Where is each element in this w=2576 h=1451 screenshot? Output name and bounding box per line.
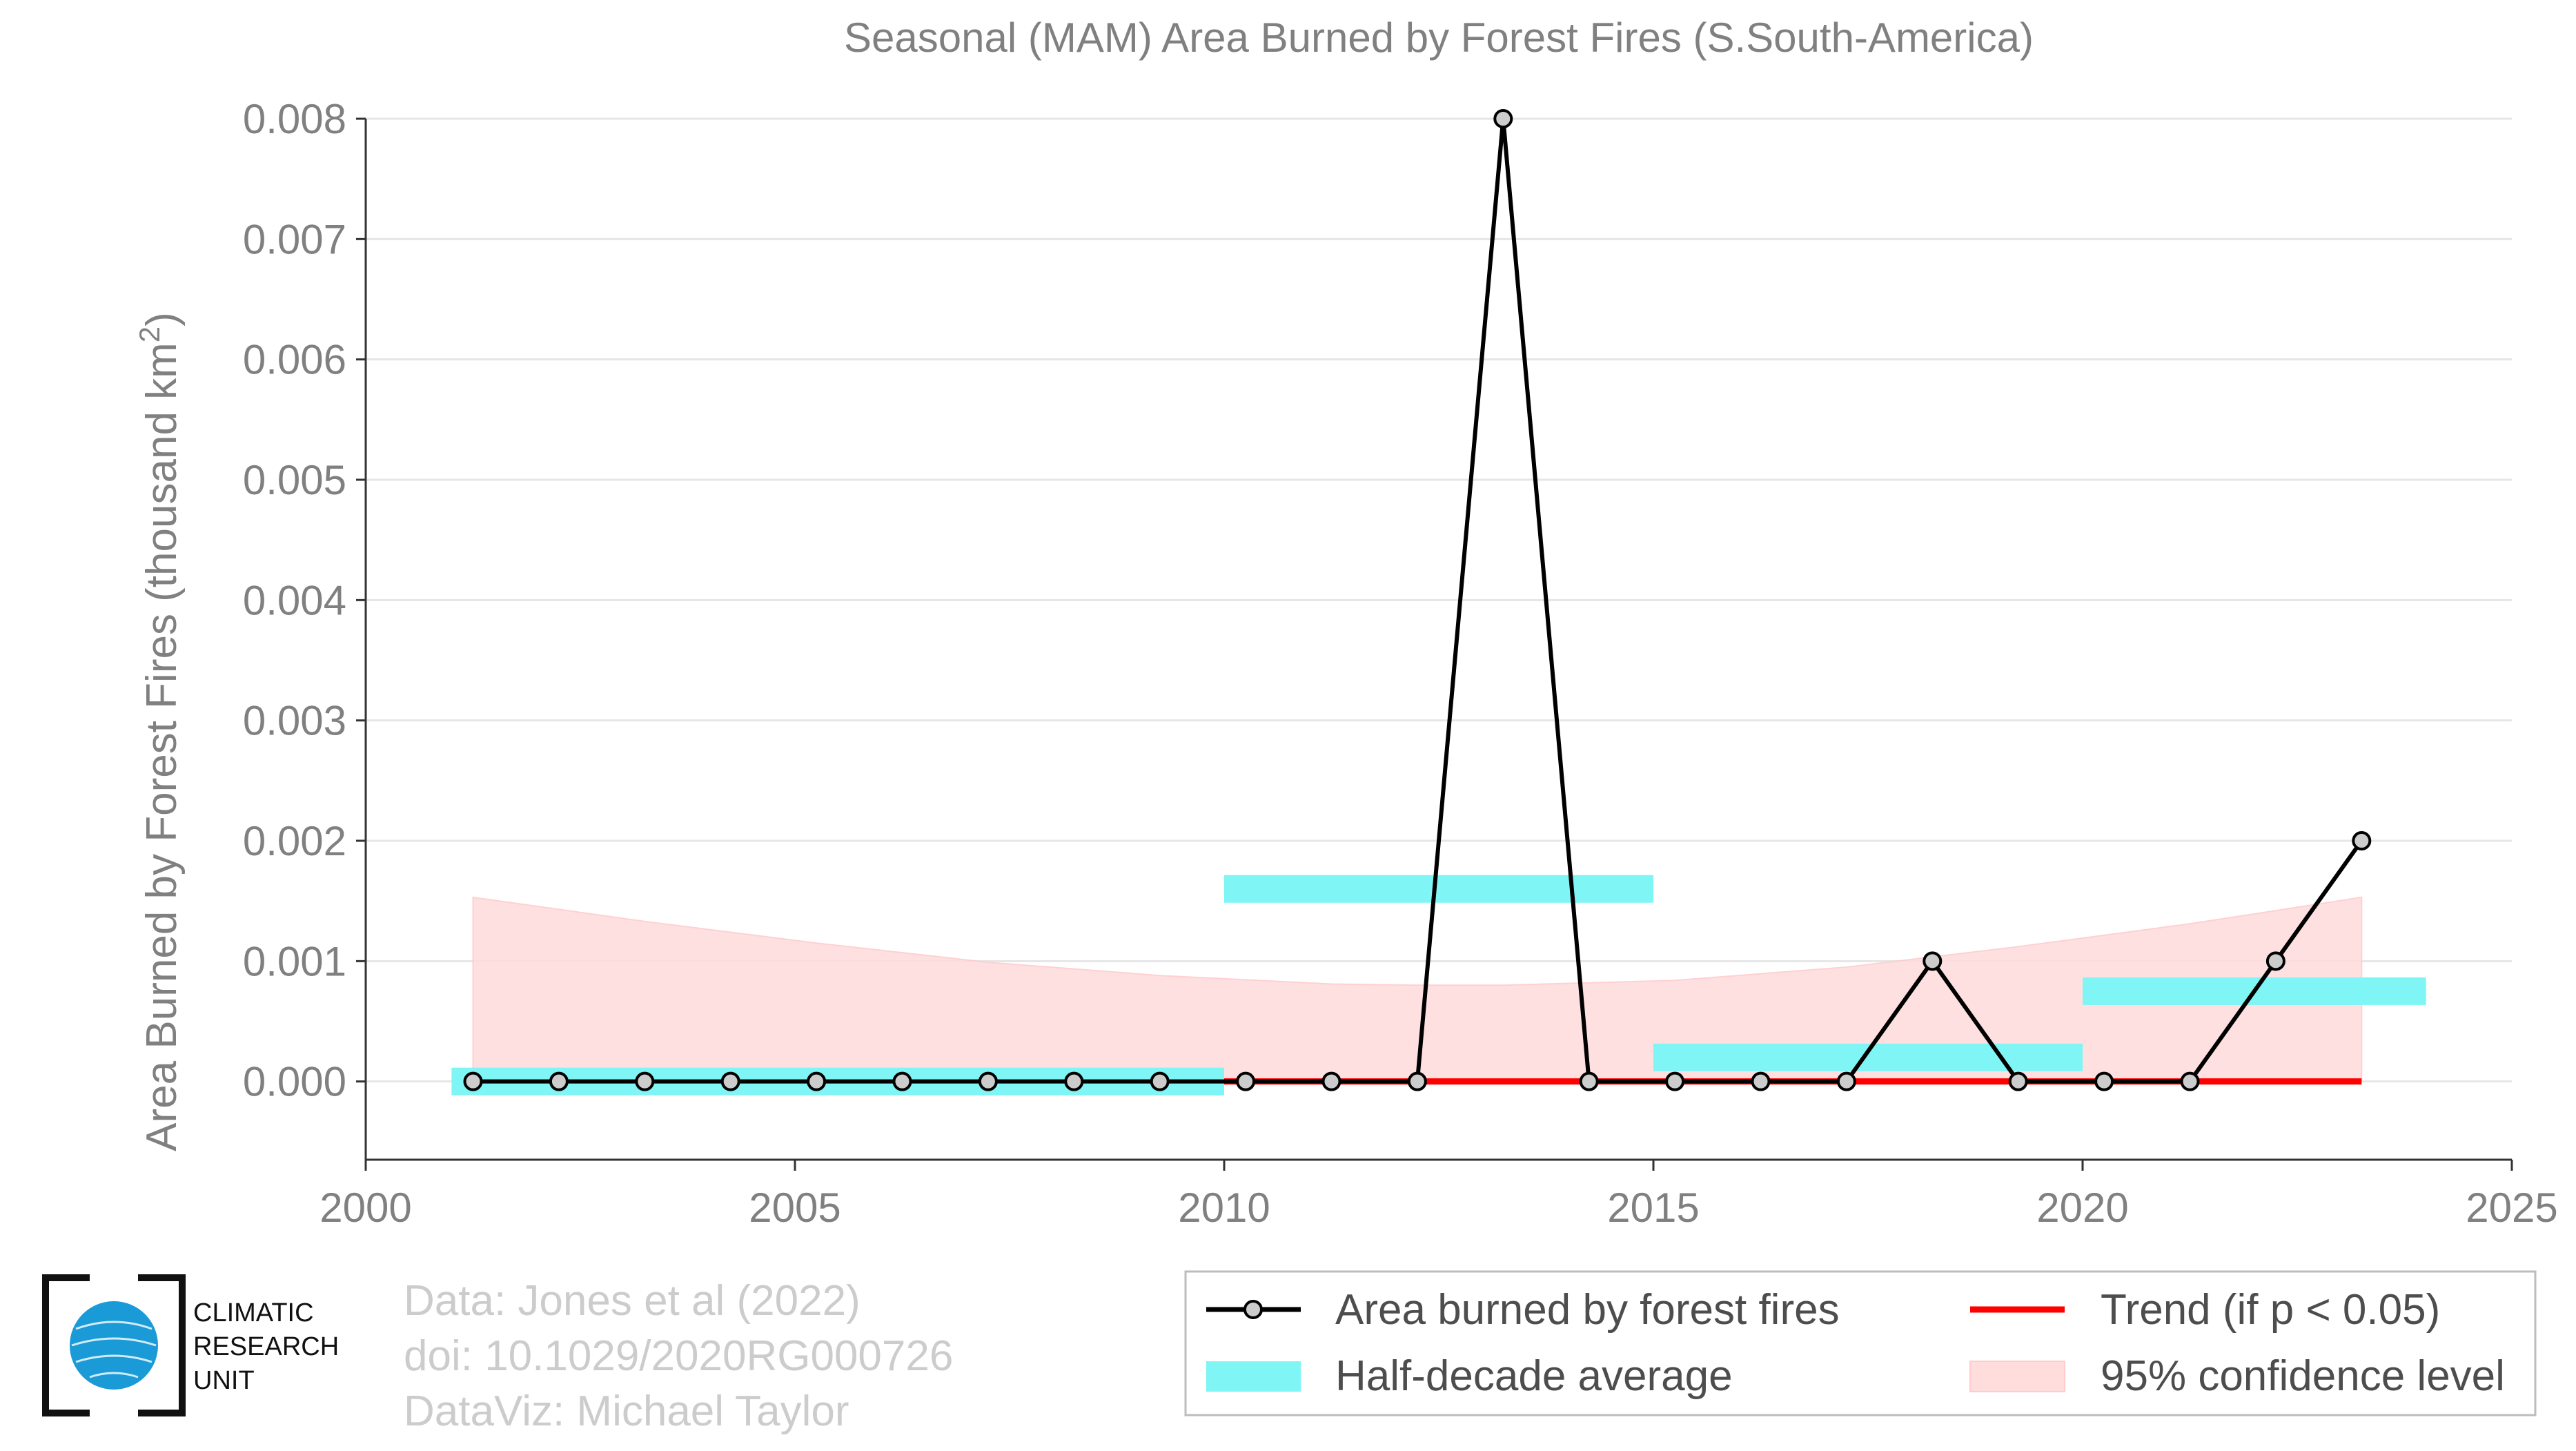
data-point [1064, 1071, 1084, 1091]
data-point [2094, 1071, 2114, 1091]
credit-doi: doi: 10.1029/2020RG000726 [404, 1332, 954, 1380]
x-tick-label: 2025 [2466, 1185, 2557, 1231]
cru-logo-text: CLIMATIC RESEARCH UNIT [193, 1296, 339, 1398]
legend-box [1184, 1270, 2537, 1416]
data-point [807, 1071, 827, 1091]
data-point [892, 1071, 912, 1091]
data-point [720, 1071, 740, 1091]
y-tick-label: 0.004 [243, 577, 346, 623]
data-point [2352, 831, 2372, 851]
y-axis-label-main: Area Burned by Forest Fires (thousand km [138, 342, 186, 1151]
data-point [1321, 1071, 1341, 1091]
y-tick-label: 0.000 [243, 1059, 346, 1105]
data-point [463, 1071, 483, 1091]
data-point [1836, 1071, 1856, 1091]
data-point [978, 1071, 998, 1091]
y-tick-label: 0.002 [243, 818, 346, 864]
x-tick-label: 2020 [2036, 1185, 2128, 1231]
data-point [2008, 1071, 2028, 1091]
data-point [549, 1071, 569, 1091]
data-point [1407, 1071, 1427, 1091]
half-decade-bar [1653, 1043, 2083, 1071]
x-tick-label: 2000 [319, 1185, 411, 1231]
credits: Data: Jones et al (2022) doi: 10.1029/20… [404, 1274, 953, 1439]
chart-title: Seasonal (MAM) Area Burned by Forest Fir… [844, 14, 2034, 61]
legend-swatch-confidence [1969, 1361, 2065, 1392]
legend-swatch-half-decade [1206, 1361, 1301, 1392]
x-tick-labels: 2000 2005 2010 2015 2020 2025 [319, 1160, 2558, 1231]
cru-logo-graphic [42, 1274, 186, 1416]
half-decade-bar [1224, 875, 1653, 903]
logo-line-3: UNIT [193, 1366, 255, 1395]
y-tick-label: 0.005 [243, 457, 346, 503]
y-axis-label-superscript: 2 [133, 327, 166, 342]
legend-label-trend: Trend (if p < 0.05) [2101, 1286, 2440, 1334]
axes [364, 119, 2512, 1161]
legend-label-area-burned: Area burned by forest fires [1335, 1286, 1840, 1334]
x-tick-label: 2010 [1178, 1185, 1270, 1231]
cru-logo [41, 1274, 186, 1417]
data-point [1665, 1071, 1685, 1091]
y-tick-label: 0.007 [243, 216, 346, 262]
y-tick-label: 0.006 [243, 337, 346, 383]
y-tick-labels: 0.000 0.001 0.002 0.003 0.004 0.005 0.006 0.007… [243, 96, 366, 1105]
credit-dataviz: DataViz: Michael Taylor [404, 1387, 849, 1435]
logo-line-1: CLIMATIC [193, 1298, 314, 1327]
y-tick-label: 0.003 [243, 698, 346, 744]
x-tick-label: 2005 [749, 1185, 840, 1231]
data-point [1751, 1071, 1771, 1091]
legend-label-half-decade: Half-decade average [1335, 1352, 1733, 1400]
y-tick-label: 0.008 [243, 96, 346, 142]
data-point [2180, 1071, 2200, 1091]
logo-line-2: RESEARCH [193, 1332, 340, 1361]
data-point [1579, 1071, 1599, 1091]
area-burned-series [463, 109, 2372, 1091]
data-point [1236, 1071, 1256, 1091]
legend-swatch-area-burned-marker [1243, 1300, 1263, 1319]
data-point [1493, 109, 1513, 128]
legend-label-confidence: 95% confidence level [2101, 1352, 2505, 1400]
credit-data-source: Data: Jones et al (2022) [404, 1277, 861, 1325]
data-point [1923, 951, 1943, 971]
data-point [2265, 951, 2285, 971]
y-tick-label: 0.001 [243, 938, 346, 984]
y-axis-label-close: ) [138, 312, 186, 327]
y-axis-label: Area Burned by Forest Fires (thousand km… [133, 312, 186, 1151]
x-tick-label: 2015 [1607, 1185, 1699, 1231]
legend: Area burned by forest fires Half-decade … [1184, 1270, 2537, 1416]
data-point [635, 1071, 655, 1091]
data-point [1150, 1071, 1170, 1091]
